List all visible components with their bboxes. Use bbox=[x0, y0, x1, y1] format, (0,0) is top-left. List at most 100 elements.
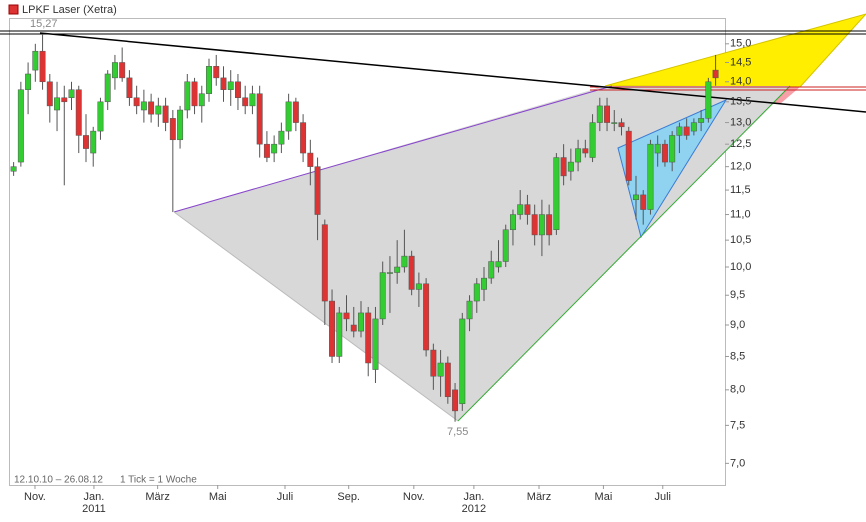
candle-body bbox=[169, 118, 176, 141]
candle-body bbox=[524, 204, 531, 215]
x-tick-label: Nov. bbox=[403, 491, 425, 503]
candle-body bbox=[546, 214, 553, 236]
y-tick-label: 7,0 bbox=[730, 457, 745, 469]
candle-body bbox=[618, 122, 625, 128]
candle-body bbox=[177, 109, 184, 141]
candle-body bbox=[415, 283, 422, 290]
x-tick-label: Mai bbox=[209, 491, 227, 503]
candle-body bbox=[408, 255, 415, 290]
candle-body bbox=[234, 81, 241, 98]
candle-body bbox=[278, 130, 285, 145]
candle-body bbox=[213, 66, 220, 79]
candle-body bbox=[300, 122, 307, 154]
x-tick-label: Sep. bbox=[337, 491, 360, 503]
candle-body bbox=[10, 166, 17, 172]
candle-body bbox=[589, 122, 596, 158]
candle-body bbox=[61, 97, 68, 103]
candle-body bbox=[401, 255, 408, 268]
candle-body bbox=[553, 157, 560, 231]
candle-body bbox=[350, 324, 357, 332]
y-tick-label: 15,0 bbox=[730, 38, 751, 50]
candle-body bbox=[184, 81, 191, 111]
candle-body bbox=[509, 214, 516, 231]
year-label: 2011 bbox=[82, 503, 106, 515]
candle-body bbox=[481, 277, 487, 290]
candle-body bbox=[39, 50, 46, 83]
y-tick-label: 8,0 bbox=[730, 384, 745, 396]
candle-body bbox=[97, 101, 104, 132]
candle-body bbox=[155, 105, 162, 115]
candle-body bbox=[538, 214, 545, 236]
candle-body bbox=[466, 300, 473, 320]
x-tick-label: Juli bbox=[277, 491, 294, 503]
candle-body bbox=[712, 69, 719, 79]
candle-body bbox=[25, 73, 32, 90]
candle-body bbox=[611, 122, 618, 124]
candle-body bbox=[140, 101, 147, 111]
candle-body bbox=[582, 148, 589, 154]
candle-body bbox=[502, 229, 509, 262]
x-tick-label: Nov. bbox=[24, 491, 46, 503]
candle-body bbox=[104, 73, 111, 103]
y-tick-label: 7,5 bbox=[730, 419, 745, 431]
annotation: 7,55 bbox=[447, 426, 468, 438]
candle-body bbox=[90, 130, 97, 154]
year-label: 2012 bbox=[462, 503, 486, 515]
x-tick-label: Juli bbox=[655, 491, 672, 503]
gray-trendline bbox=[173, 211, 459, 422]
candle-body bbox=[705, 81, 712, 119]
candle-body bbox=[119, 62, 126, 79]
candle-body bbox=[459, 318, 466, 405]
candle-body bbox=[604, 105, 611, 123]
candle-body bbox=[191, 81, 198, 107]
candle-body bbox=[321, 224, 328, 302]
y-tick-label: 12,0 bbox=[730, 161, 751, 173]
y-tick-label: 10,5 bbox=[730, 234, 751, 246]
annotation: 15,27 bbox=[30, 18, 58, 30]
candle-body bbox=[162, 105, 169, 123]
candle-body bbox=[379, 272, 386, 320]
candle-body bbox=[437, 362, 444, 377]
y-tick-label: 10,0 bbox=[730, 261, 751, 273]
legend-swatch bbox=[8, 4, 19, 15]
candle-body bbox=[488, 261, 495, 279]
y-tick-label: 12,5 bbox=[730, 138, 751, 150]
candle-body bbox=[329, 300, 336, 357]
candle-body bbox=[640, 194, 647, 210]
candle-body bbox=[430, 349, 437, 377]
candle-body bbox=[126, 77, 133, 98]
candle-body bbox=[242, 97, 249, 107]
candle-body bbox=[292, 101, 299, 123]
candle-body bbox=[198, 93, 205, 107]
candle-body bbox=[654, 143, 661, 154]
candle-body bbox=[314, 166, 321, 215]
candle-body bbox=[372, 318, 379, 370]
y-tick-label: 14,5 bbox=[730, 56, 751, 68]
green-trendline bbox=[457, 85, 791, 422]
y-tick-label: 13,5 bbox=[730, 96, 751, 108]
y-tick-label: 11,0 bbox=[730, 208, 751, 220]
candle-body bbox=[633, 194, 639, 200]
y-tick-label: 8,5 bbox=[730, 350, 745, 362]
candles bbox=[10, 33, 719, 422]
x-tick-label: Mai bbox=[595, 491, 613, 503]
candle-body bbox=[676, 126, 683, 136]
candle-body bbox=[473, 283, 480, 302]
candle-body bbox=[669, 135, 676, 163]
candle-body bbox=[365, 312, 372, 364]
candle-body bbox=[423, 283, 430, 351]
candle-body bbox=[32, 50, 39, 71]
candle-body bbox=[444, 362, 451, 398]
x-tick-label: Jan. bbox=[463, 491, 484, 503]
tick-note: 1 Tick = 1 Woche bbox=[120, 475, 197, 486]
candle-body bbox=[220, 77, 227, 90]
purple-trendline bbox=[173, 85, 613, 213]
chart-title: LPKF Laser (Xetra) bbox=[22, 4, 117, 16]
candle-body bbox=[683, 126, 690, 136]
candle-body bbox=[517, 204, 524, 215]
candle-body bbox=[336, 312, 343, 357]
candle-body bbox=[111, 62, 118, 79]
candle-body bbox=[285, 101, 292, 132]
candle-body bbox=[358, 312, 364, 332]
candle-body bbox=[625, 130, 632, 181]
